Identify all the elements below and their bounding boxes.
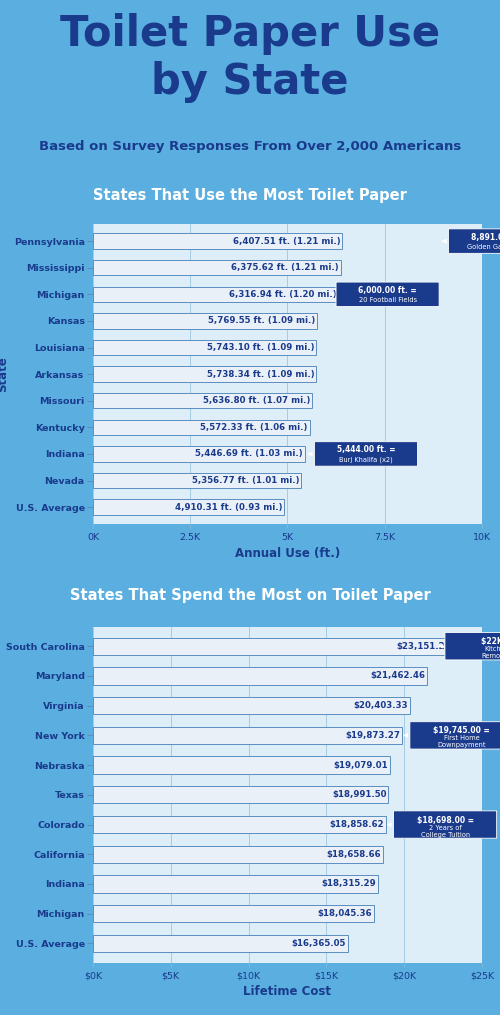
Text: $19,873.27: $19,873.27 (345, 731, 400, 740)
Text: Golden Gate Bridge: Golden Gate Bridge (467, 244, 500, 250)
Text: $18,858.62: $18,858.62 (330, 820, 384, 829)
Text: 5,636.80 ft. (1.07 mi.): 5,636.80 ft. (1.07 mi.) (203, 396, 310, 405)
Bar (93, 816, 386, 833)
Text: $18,991.50: $18,991.50 (332, 791, 386, 800)
Text: $18,658.66: $18,658.66 (326, 850, 382, 859)
Bar (93, 340, 316, 355)
Text: States That Spend the Most on Toilet Paper: States That Spend the Most on Toilet Pap… (70, 588, 430, 603)
Bar (93, 473, 302, 488)
Text: $18,045.36: $18,045.36 (317, 909, 372, 919)
FancyBboxPatch shape (445, 632, 500, 660)
Bar (93, 787, 388, 804)
Text: 6,375.62 ft. (1.21 mi.): 6,375.62 ft. (1.21 mi.) (232, 263, 339, 272)
Text: Burj Khalifa (x2): Burj Khalifa (x2) (339, 457, 393, 463)
FancyBboxPatch shape (314, 442, 418, 466)
Text: 5,444.00 ft. =: 5,444.00 ft. = (336, 446, 395, 455)
Text: First Home
Downpayment: First Home Downpayment (437, 736, 486, 748)
Text: $19,745.00 =: $19,745.00 = (433, 727, 490, 736)
Bar (93, 875, 378, 892)
Text: 8,891.00 ft. =: 8,891.00 ft. = (470, 232, 500, 242)
Bar (93, 727, 402, 744)
Text: States That Use the Most Toilet Paper: States That Use the Most Toilet Paper (93, 189, 407, 203)
Bar (93, 393, 312, 408)
Text: $20,403.33: $20,403.33 (354, 701, 408, 710)
Text: $18,315.29: $18,315.29 (322, 879, 376, 888)
Bar (93, 756, 390, 773)
Text: Based on Survey Responses From Over 2,000 Americans: Based on Survey Responses From Over 2,00… (39, 140, 461, 152)
FancyBboxPatch shape (448, 228, 500, 254)
Bar (93, 499, 284, 515)
FancyBboxPatch shape (394, 811, 496, 838)
Text: $22K =: $22K = (481, 637, 500, 647)
Text: 6,000.00 ft. =: 6,000.00 ft. = (358, 286, 417, 294)
Text: 5,738.34 ft. (1.09 mi.): 5,738.34 ft. (1.09 mi.) (206, 369, 314, 379)
Bar (93, 260, 341, 275)
Bar (93, 637, 453, 655)
Text: $16,365.05: $16,365.05 (291, 939, 346, 948)
Bar (93, 233, 342, 249)
FancyBboxPatch shape (410, 722, 500, 749)
Text: 6,407.51 ft. (1.21 mi.): 6,407.51 ft. (1.21 mi.) (232, 236, 340, 246)
Text: 4,910.31 ft. (0.93 mi.): 4,910.31 ft. (0.93 mi.) (174, 502, 282, 512)
Y-axis label: State: State (0, 356, 10, 392)
Bar (93, 447, 305, 462)
Text: 5,743.10 ft. (1.09 mi.): 5,743.10 ft. (1.09 mi.) (207, 343, 314, 352)
Bar (93, 697, 410, 715)
Text: 5,572.33 ft. (1.06 mi.): 5,572.33 ft. (1.06 mi.) (200, 423, 308, 431)
Bar (93, 935, 347, 952)
FancyBboxPatch shape (336, 282, 439, 307)
Text: 2 Years of
College Tuition: 2 Years of College Tuition (420, 824, 470, 837)
Bar (93, 286, 338, 302)
Bar (93, 905, 374, 923)
Text: $19,079.01: $19,079.01 (333, 760, 388, 769)
Text: 5,769.55 ft. (1.09 mi.): 5,769.55 ft. (1.09 mi.) (208, 317, 316, 326)
Bar (93, 667, 427, 684)
Text: 6,316.94 ft. (1.20 mi.): 6,316.94 ft. (1.20 mi.) (229, 290, 336, 298)
X-axis label: Lifetime Cost: Lifetime Cost (244, 985, 332, 998)
Bar (93, 314, 318, 329)
Text: Toilet Paper Use: Toilet Paper Use (60, 13, 440, 55)
Text: 5,446.69 ft. (1.03 mi.): 5,446.69 ft. (1.03 mi.) (195, 450, 303, 459)
Text: 5,356.77 ft. (1.01 mi.): 5,356.77 ft. (1.01 mi.) (192, 476, 300, 485)
Bar (93, 366, 316, 382)
Text: $23,151.26: $23,151.26 (396, 641, 451, 651)
Text: Kitchen
Remodel: Kitchen Remodel (482, 647, 500, 660)
Text: $18,698.00 =: $18,698.00 = (416, 816, 474, 824)
Y-axis label: State: State (0, 776, 2, 813)
Text: 20 Football Fields: 20 Football Fields (358, 297, 416, 303)
Bar (93, 845, 383, 863)
Text: $21,462.46: $21,462.46 (370, 672, 425, 680)
Text: by State: by State (151, 61, 349, 103)
X-axis label: Annual Use (ft.): Annual Use (ft.) (235, 547, 340, 559)
Bar (93, 419, 310, 435)
